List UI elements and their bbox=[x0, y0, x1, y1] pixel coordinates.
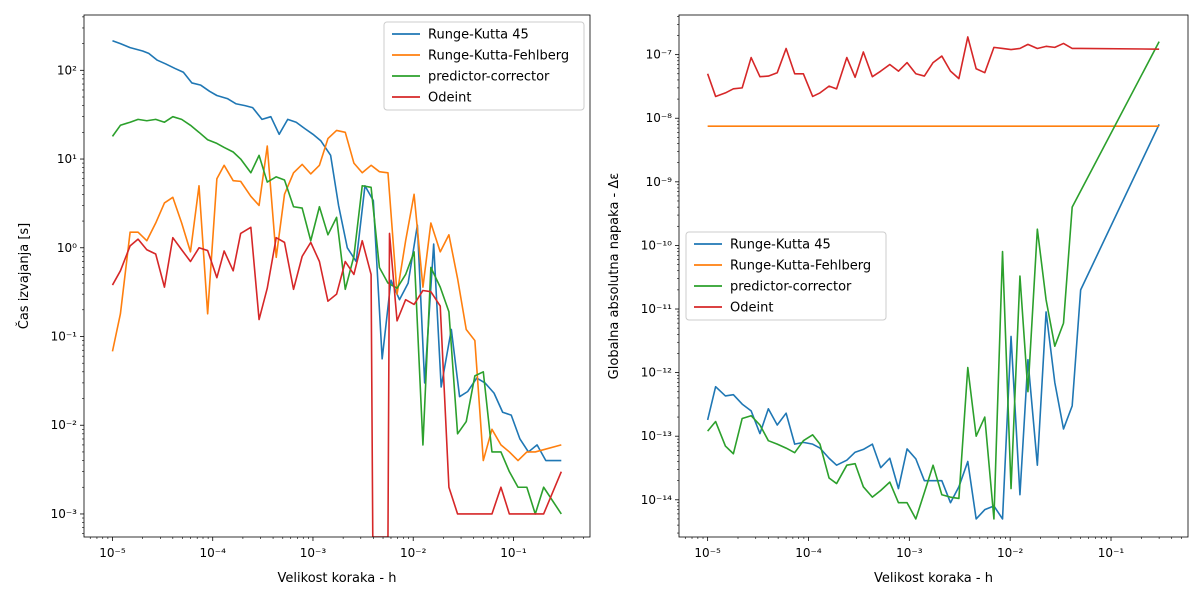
legend: Runge-Kutta 45 Runge-Kutta-Fehlberg predic… bbox=[383, 21, 585, 111]
y-tick-label: 10⁻⁷ bbox=[646, 48, 673, 62]
series-line-odeint bbox=[706, 36, 1160, 98]
y-axis-label: Globalna absolutna napaka - Δε bbox=[607, 173, 622, 380]
x-tick-label: 10⁻³ bbox=[896, 546, 923, 560]
y-tick-label: 10⁻⁸ bbox=[646, 111, 673, 125]
y-tick-label: 10⁻¹⁴ bbox=[641, 493, 672, 507]
x-axis-label: Velikost koraka - h bbox=[278, 571, 397, 586]
y-tick-label: 10⁻³ bbox=[51, 507, 78, 521]
y-tick-label: 10¹ bbox=[57, 152, 77, 166]
y-tick-label: 10⁻⁹ bbox=[646, 175, 673, 189]
series-line-odeint bbox=[111, 226, 563, 537]
x-tick-label: 10⁻⁴ bbox=[795, 546, 822, 560]
legend-label: Runge-Kutta 45 bbox=[428, 28, 529, 43]
series-line-runge-kutta-fehlberg bbox=[111, 129, 562, 462]
series-line-runge-kutta-45 bbox=[112, 40, 562, 462]
legend-label: Runge-Kutta 45 bbox=[730, 238, 831, 253]
y-tick-label: 10⁻¹⁰ bbox=[641, 238, 672, 252]
x-tick-label: 10⁻¹ bbox=[1098, 546, 1125, 560]
x-tick-label: 10⁻³ bbox=[300, 546, 327, 560]
legend-label: predictor-corrector bbox=[730, 280, 852, 295]
legend-label: Odeint bbox=[428, 91, 471, 106]
plot-frame bbox=[678, 14, 1189, 538]
series-line-runge-kutta-45 bbox=[706, 124, 1160, 520]
legend-label: Runge-Kutta-Fehlberg bbox=[730, 259, 871, 274]
legend-box bbox=[685, 231, 887, 321]
left-chart-runtime: 10⁻⁵ 10⁻⁴ 10⁻³ 10⁻² 10⁻¹ 10⁻³ 10⁻² 10⁻¹ 10⁰ 10¹ 10… bbox=[16, 14, 591, 586]
series-group bbox=[111, 40, 563, 537]
legend-box bbox=[383, 21, 585, 111]
series-line-predictor-corrector bbox=[111, 115, 562, 515]
y-tick-label: 10⁰ bbox=[57, 241, 77, 255]
y-tick-label: 10⁻¹¹ bbox=[641, 302, 672, 316]
plot-frame bbox=[83, 14, 591, 538]
y-axis-label: Čas izvajanja [s] bbox=[16, 223, 32, 330]
legend: Runge-Kutta 45 Runge-Kutta-Fehlberg predic… bbox=[685, 231, 887, 321]
legend-label: predictor-corrector bbox=[428, 70, 550, 85]
x-tick-label: 10⁻⁵ bbox=[694, 546, 721, 560]
right-chart-error: 10⁻⁵ 10⁻⁴ 10⁻³ 10⁻² 10⁻¹ 10⁻¹⁴ 10⁻¹³ 10⁻¹² 10⁻¹¹… bbox=[607, 14, 1189, 586]
y-tick-label: 10² bbox=[57, 63, 77, 77]
legend-label: Odeint bbox=[730, 301, 773, 316]
y-tick-label: 10⁻² bbox=[51, 418, 78, 432]
x-tick-label: 10⁻² bbox=[997, 546, 1024, 560]
x-tick-label: 10⁻⁵ bbox=[99, 546, 126, 560]
y-tick-label: 10⁻¹³ bbox=[641, 429, 672, 443]
x-tick-label: 10⁻² bbox=[400, 546, 427, 560]
series-group bbox=[706, 36, 1160, 520]
y-tick-label: 10⁻¹ bbox=[51, 329, 78, 343]
x-tick-label: 10⁻¹ bbox=[500, 546, 527, 560]
legend-label: Runge-Kutta-Fehlberg bbox=[428, 49, 569, 64]
x-tick-label: 10⁻⁴ bbox=[200, 546, 227, 560]
series-line-predictor-corrector bbox=[707, 41, 1160, 520]
x-axis-label: Velikost koraka - h bbox=[874, 571, 993, 586]
y-tick-label: 10⁻¹² bbox=[641, 366, 672, 380]
